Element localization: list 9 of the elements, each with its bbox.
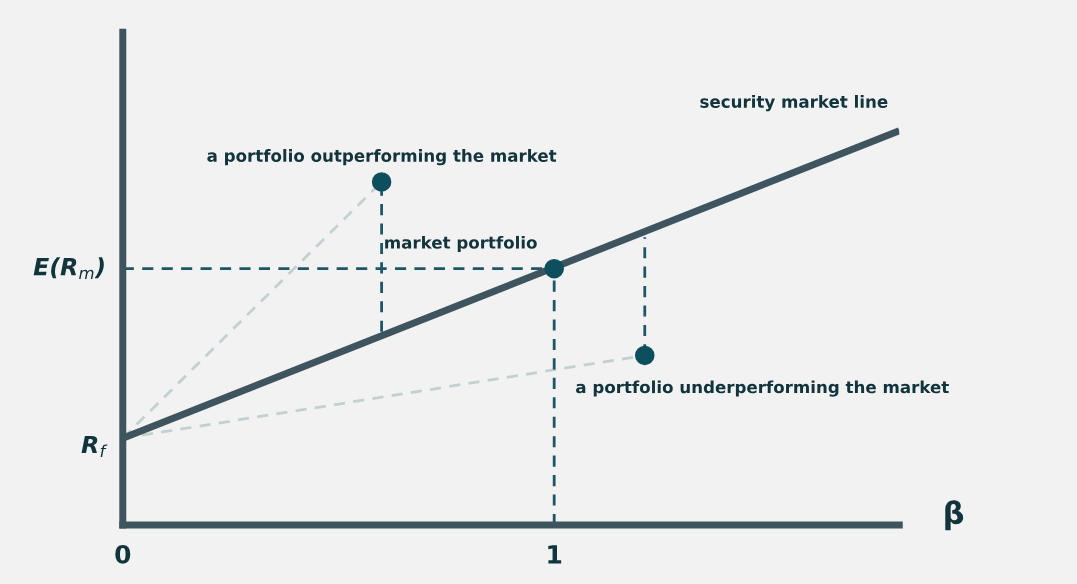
annotation: market portfolio [385,235,537,253]
annotation: E(R$_{m}$) [33,257,104,280]
series-label: security market line [700,94,888,112]
x-axis-title: β [945,500,964,531]
annotation: a portfolio underperforming the market [576,380,949,397]
x-tick-label: 0 [115,544,131,564]
annotation: a portfolio outperforming the market [207,149,557,166]
x-tick-label: 1 [548,545,562,564]
annotation: R$_{f}$ [81,435,108,457]
